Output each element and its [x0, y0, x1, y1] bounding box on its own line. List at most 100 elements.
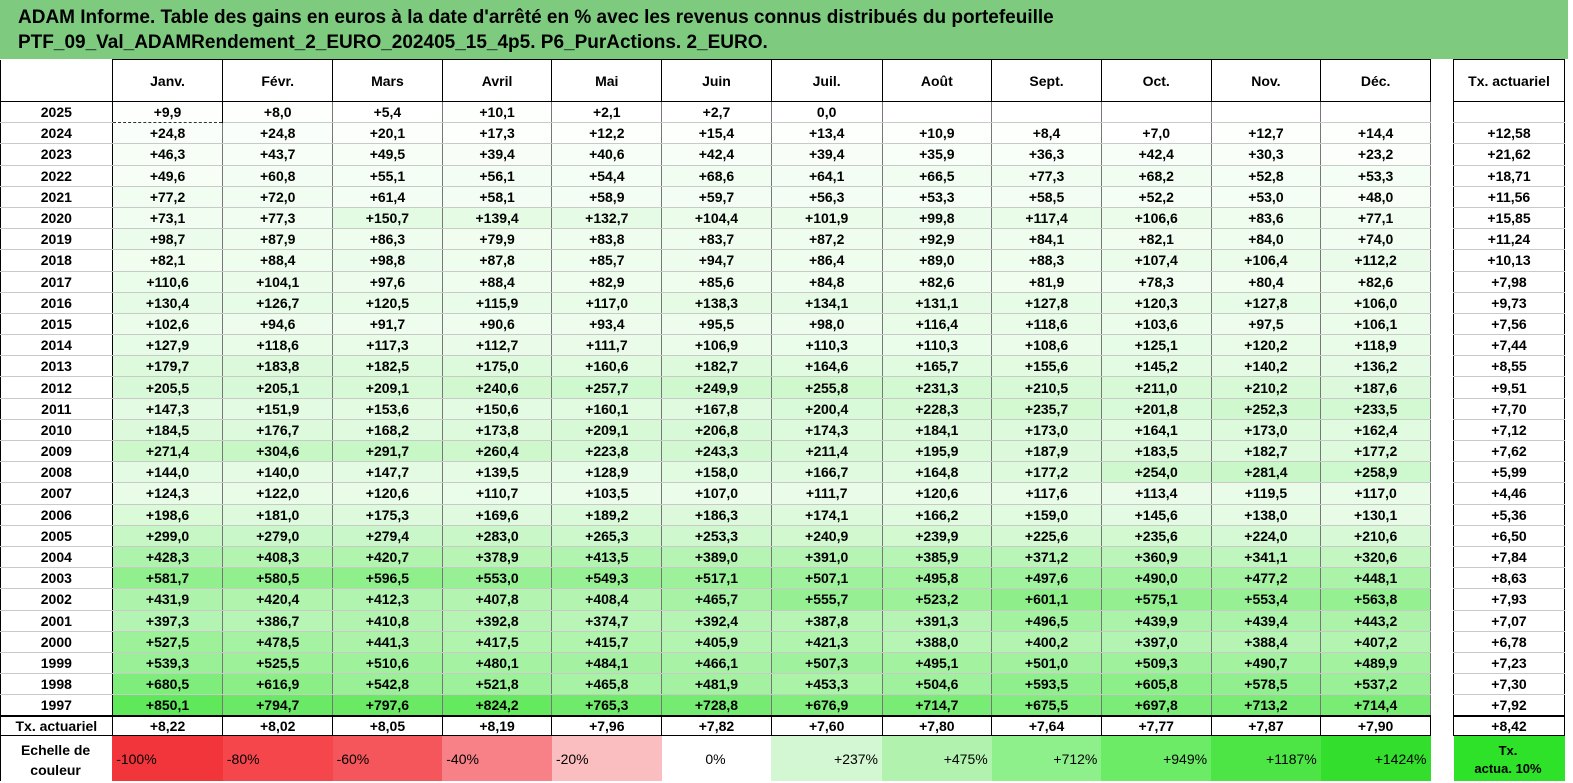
year-cell: 2018 — [0, 249, 113, 272]
gain-cell: +392,4 — [661, 610, 772, 632]
gain-cell: +68,2 — [1100, 165, 1212, 187]
month-header: Juil. — [770, 59, 883, 102]
gain-cell: +115,9 — [441, 292, 553, 314]
tx-cell: +10,13 — [1453, 249, 1565, 272]
gain-cell: +465,7 — [661, 588, 772, 611]
tx-row: +7,56 — [1453, 313, 1565, 336]
gain-cell: +101,9 — [770, 207, 883, 230]
color-scale-step: -40% — [442, 735, 552, 781]
gain-cell: +525,5 — [222, 652, 334, 675]
gain-cell: +160,6 — [551, 355, 663, 378]
gain-cell: +118,6 — [222, 334, 334, 357]
gain-cell: +127,8 — [991, 292, 1102, 314]
year-cell: 2001 — [0, 610, 113, 632]
gain-cell: +52,2 — [1100, 186, 1212, 208]
year-cell: 2007 — [0, 482, 113, 505]
gain-cell: +104,4 — [661, 207, 772, 230]
tx-cell: +7,23 — [1453, 652, 1565, 675]
gain-cell: +553,4 — [1210, 588, 1322, 611]
table-row: 2002 +431,9 +420,4 +412,3 +407,8 +408,4 +465,7… — [0, 588, 1431, 611]
gain-cell: +99,8 — [881, 207, 993, 230]
gain-cell: +98,8 — [332, 249, 443, 272]
gain-cell: 0,0 — [770, 101, 883, 124]
gain-cell: +539,3 — [111, 652, 224, 675]
gain-cell: +127,8 — [1210, 292, 1322, 314]
gain-cell: +95,5 — [661, 313, 772, 336]
gain-cell: +490,0 — [1100, 567, 1212, 590]
gain-cell: +182,7 — [661, 355, 772, 378]
table-row: 2015 +102,6 +94,6 +91,7 +90,6 +93,4 +95,5 +98,0… — [0, 313, 1431, 336]
table-row: 2008 +144,0 +140,0 +147,7 +139,5 +128,9 +158,0… — [0, 461, 1431, 484]
table-row: 2004 +428,3 +408,3 +420,7 +378,9 +413,5 +389,0… — [0, 546, 1431, 569]
gain-cell: +77,3 — [991, 165, 1102, 187]
gain-cell: +484,1 — [551, 652, 663, 675]
gain-cell: +106,6 — [1100, 207, 1212, 230]
gain-cell: +407,8 — [441, 588, 553, 611]
gain-cell: +82,9 — [551, 271, 663, 293]
gain-cell: +138,3 — [661, 292, 772, 314]
gain-cell: +497,6 — [991, 567, 1102, 590]
month-header: Mai — [551, 59, 663, 102]
tx-row: +7,30 — [1453, 673, 1565, 696]
gain-cell: +542,8 — [332, 673, 443, 696]
gain-cell: +291,7 — [332, 440, 443, 463]
tx-row: +21,62 — [1453, 143, 1565, 166]
year-cell: 2004 — [0, 546, 113, 569]
gain-cell: +481,9 — [661, 673, 772, 696]
gain-cell: +106,4 — [1210, 249, 1322, 272]
gain-cell: +392,8 — [441, 610, 553, 632]
gain-cell: +605,8 — [1100, 673, 1212, 696]
report-title: ADAM Informe. Table des gains en euros à… — [0, 0, 1568, 59]
gain-cell: +260,4 — [441, 440, 553, 463]
gain-cell: +111,7 — [551, 334, 663, 357]
gain-cell: +428,3 — [111, 546, 224, 569]
gain-cell: +243,3 — [661, 440, 772, 463]
tx-scale-cell: Tx. actua. 10% — [1453, 735, 1565, 781]
gain-cell: +405,9 — [661, 631, 772, 653]
gain-cell: +388,0 — [881, 631, 993, 653]
gain-cell: +150,6 — [441, 398, 553, 420]
tx-row: +7,92 — [1453, 694, 1565, 717]
gain-cell: +106,0 — [1320, 292, 1431, 314]
gain-cell: +106,9 — [661, 334, 772, 357]
average-cell: +8,02 — [222, 715, 334, 737]
tx-actuariel-table: Tx. actuariel +12,58 +21,62 +18,71 +11,56 +15… — [1453, 59, 1565, 781]
gain-cell: +173,8 — [441, 419, 553, 442]
gain-cell: +87,9 — [222, 228, 334, 251]
tx-row — [1453, 101, 1565, 124]
gain-cell: +84,8 — [770, 271, 883, 293]
gain-cell: +228,3 — [881, 398, 993, 420]
month-header-row: Janv. Févr. Mars Avril Mai Juin Juil. Août Sept.… — [0, 59, 1431, 102]
year-cell: 2020 — [0, 207, 113, 230]
gain-cell: +64,1 — [770, 165, 883, 187]
gain-cell: +136,2 — [1320, 355, 1431, 378]
gain-cell: +304,6 — [222, 440, 334, 463]
gain-cell: +527,5 — [111, 631, 224, 653]
month-header: Avril — [441, 59, 553, 102]
year-cell: 2016 — [0, 292, 113, 314]
gain-cell: +120,3 — [1100, 292, 1212, 314]
gain-cell: +177,2 — [1320, 440, 1431, 463]
gain-cell: +205,1 — [222, 376, 334, 399]
gain-cell: +249,9 — [661, 376, 772, 399]
tx-cell: +9,73 — [1453, 292, 1565, 314]
table-row: 2010 +184,5 +176,7 +168,2 +173,8 +209,1 +206,8… — [0, 419, 1431, 442]
table-row: 1999 +539,3 +525,5 +510,6 +480,1 +484,1 +466,1… — [0, 652, 1431, 675]
gain-cell: +104,1 — [222, 271, 334, 293]
tx-row: +7,70 — [1453, 398, 1565, 420]
color-scale-step: -20% — [551, 735, 662, 781]
gain-cell: +184,5 — [111, 419, 224, 442]
gain-cell: +78,3 — [1100, 271, 1212, 293]
gain-cell: +82,1 — [1100, 228, 1212, 251]
gain-cell: +173,0 — [1210, 419, 1322, 442]
gain-cell: +84,1 — [991, 228, 1102, 251]
gain-cell: +765,3 — [551, 694, 663, 717]
table-row: 2006 +198,6 +181,0 +175,3 +169,6 +189,2 +186,3… — [0, 504, 1431, 526]
gain-cell — [881, 101, 993, 124]
gain-cell: +58,1 — [441, 186, 553, 208]
gain-cell: +54,4 — [551, 165, 663, 187]
gain-cell: +477,2 — [1210, 567, 1322, 590]
month-header: Oct. — [1100, 59, 1212, 102]
year-cell: 2014 — [0, 334, 113, 357]
gain-cell: +83,8 — [551, 228, 663, 251]
